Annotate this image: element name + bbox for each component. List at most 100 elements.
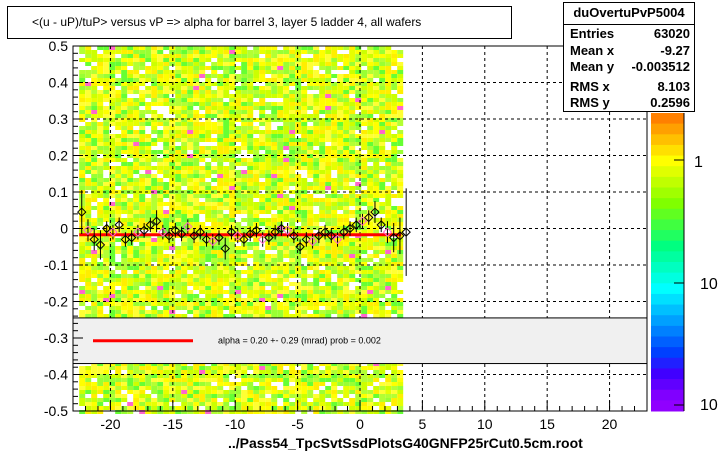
heatmap-cell — [301, 158, 308, 162]
heatmap-cell — [217, 230, 224, 234]
heatmap-cell — [199, 186, 206, 190]
heatmap-cell — [265, 150, 272, 154]
heatmap-cell — [385, 154, 392, 158]
heatmap-cell — [181, 302, 188, 306]
heatmap-cell — [325, 290, 332, 294]
heatmap-cell — [145, 278, 152, 282]
heatmap-cell — [283, 194, 290, 198]
heatmap-cell — [325, 98, 332, 102]
heatmap-cell — [199, 302, 206, 306]
heatmap-cell — [301, 142, 308, 146]
heatmap-cell — [193, 394, 200, 398]
heatmap-cell — [229, 274, 236, 278]
heatmap-cell — [199, 146, 206, 150]
heatmap-cell — [313, 82, 320, 86]
heatmap-cell — [283, 126, 290, 130]
profile-point — [345, 223, 355, 234]
heatmap-cell — [85, 270, 92, 274]
heatmap-cell — [247, 58, 254, 62]
profile-point — [326, 231, 337, 241]
heatmap-cell — [355, 226, 362, 230]
heatmap-cell — [121, 306, 128, 310]
heatmap-cell — [211, 98, 218, 102]
heatmap-cell — [397, 206, 404, 210]
heatmap-cell — [79, 50, 86, 54]
heatmap-cell — [223, 246, 230, 250]
heatmap-cell — [373, 174, 380, 178]
heatmap-cell — [169, 78, 176, 82]
heatmap-cell — [85, 106, 92, 110]
heatmap-cell — [391, 242, 398, 246]
heatmap-cell — [307, 294, 314, 298]
heatmap-cell — [361, 210, 368, 214]
heatmap-cell — [289, 98, 296, 102]
heatmap-cell — [211, 306, 218, 310]
heatmap-cell — [85, 254, 92, 258]
heatmap-cell — [145, 90, 152, 94]
heatmap-cell — [133, 62, 140, 66]
heatmap-cell — [235, 198, 242, 202]
heatmap-cell — [385, 406, 392, 410]
heatmap-cell — [217, 150, 224, 154]
heatmap-cell — [319, 82, 326, 86]
heatmap-cell — [91, 250, 98, 254]
heatmap-cell — [331, 266, 338, 270]
heatmap-cell — [343, 238, 350, 242]
heatmap-cell — [163, 118, 170, 122]
x-tick-label: -15 — [163, 416, 183, 432]
heatmap-cell — [325, 94, 332, 98]
heatmap-cell — [259, 198, 266, 202]
heatmap-cell — [325, 58, 332, 62]
heatmap-cell — [235, 258, 242, 262]
heatmap-cell — [349, 242, 356, 246]
heatmap-cell — [103, 130, 110, 134]
heatmap-cell — [301, 62, 308, 66]
heatmap-cell — [115, 106, 122, 110]
heatmap-cell — [391, 166, 398, 170]
heatmap-cell — [283, 306, 290, 310]
heatmap-cell — [217, 194, 224, 198]
heatmap-cell — [229, 394, 236, 398]
profile-point — [282, 225, 293, 236]
heatmap-cell — [295, 126, 302, 130]
heatmap-cell — [379, 146, 386, 150]
heatmap-cell — [229, 150, 236, 154]
heatmap-cell — [103, 206, 110, 210]
heatmap-cell — [133, 106, 140, 110]
heatmap-cell — [121, 50, 128, 54]
heatmap-cell — [103, 114, 110, 118]
heatmap-cell — [157, 118, 164, 122]
heatmap-cell — [169, 82, 176, 86]
heatmap-cell — [223, 290, 230, 294]
heatmap-cell — [211, 290, 218, 294]
heatmap-cell — [325, 314, 332, 318]
heatmap-cell — [283, 102, 290, 106]
heatmap-cell — [133, 70, 140, 74]
heatmap-cell — [145, 50, 152, 54]
heatmap-cell — [247, 410, 254, 414]
heatmap-cell — [217, 206, 224, 210]
heatmap-cell — [103, 210, 110, 214]
heatmap-cell — [295, 290, 302, 294]
heatmap-cell — [91, 134, 98, 138]
heatmap-cell — [223, 254, 230, 258]
heatmap-cell — [211, 50, 218, 54]
heatmap-cell — [271, 50, 278, 54]
heatmap-cell — [157, 190, 164, 194]
heatmap-cell — [205, 74, 212, 78]
heatmap-cell — [355, 310, 362, 314]
heatmap-cell — [241, 314, 248, 318]
heatmap-cell — [127, 274, 134, 278]
heatmap-cell — [283, 254, 290, 258]
heatmap-cell — [175, 78, 182, 82]
heatmap-cell — [181, 366, 188, 370]
x-tick-label: -10 — [225, 416, 245, 432]
heatmap-cell — [235, 246, 242, 250]
heatmap-cell — [337, 286, 344, 290]
heatmap-cell — [337, 166, 344, 170]
heatmap-cell — [187, 402, 194, 406]
heatmap-cell — [259, 106, 266, 110]
heatmap-cell — [355, 302, 362, 306]
heatmap-cell — [109, 218, 116, 222]
heatmap-cell — [145, 274, 152, 278]
